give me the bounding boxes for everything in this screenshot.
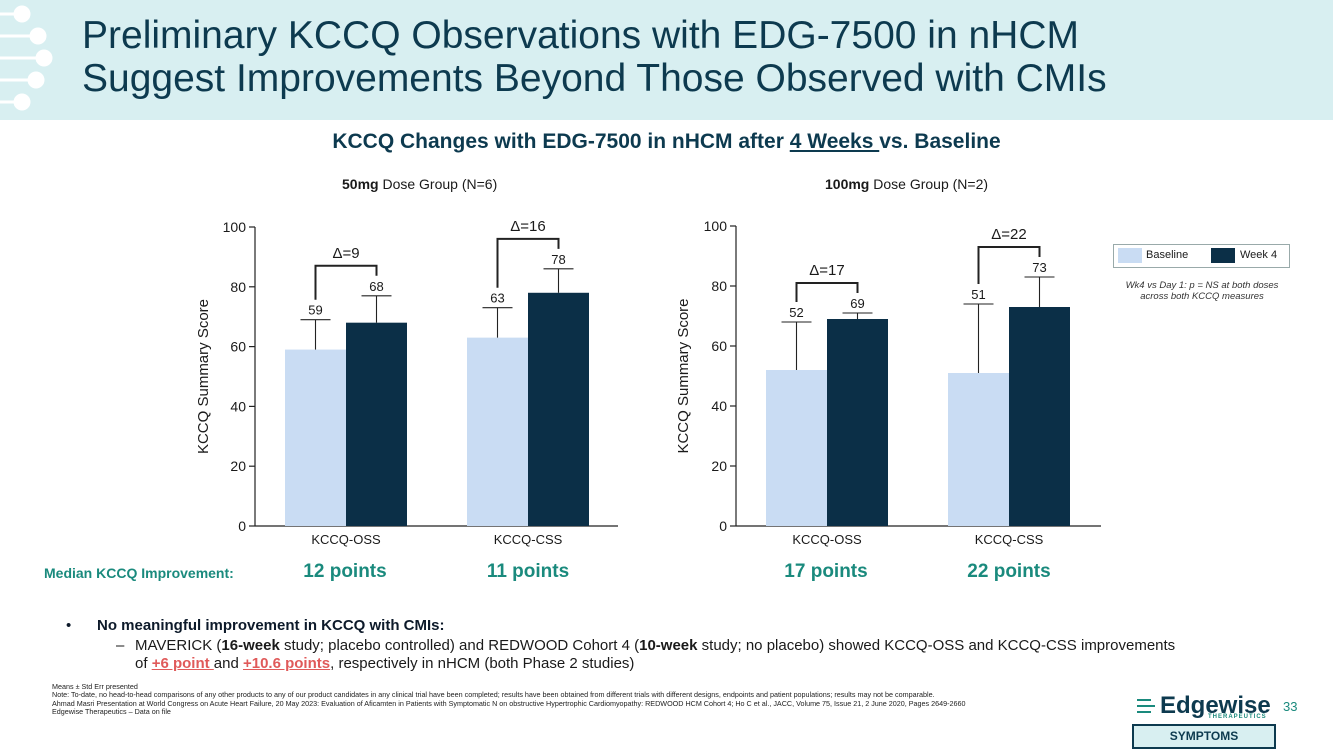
delta-label-50mg: Δ=9 [332,245,359,262]
highlight-css: +10.6 points [242,655,331,672]
footnote-3: Ahmad Masri Presentation at World Congre… [52,698,966,708]
bullet-main-text: No meaningful improvement in KCCQ with C… [97,617,445,634]
y-tick-label-50mg: 20 [230,458,246,474]
data-label-100mg: 73 [1032,260,1046,275]
y-tick-label-100mg: 40 [711,398,727,414]
bullet-dot: • [66,617,72,634]
highlight-oss: +6 point [151,655,214,672]
footnote-4: Edgewise Therapeutics – Data on file [52,706,171,716]
x-tick-label-50mg: KCCQ-OSS [311,532,381,547]
header-band: Preliminary KCCQ Observations with EDG-7… [0,0,1333,120]
data-label-50mg: 68 [369,279,383,294]
bullet-sub: – MAVERICK (16-week study; placebo contro… [66,637,1266,673]
data-label-100mg: 52 [789,305,803,320]
legend: Baseline Week 4 [1113,244,1290,268]
y-tick-label-50mg: 40 [230,398,246,414]
bullet-list: • No meaningful improvement in KCCQ with … [66,617,1266,673]
y-tick-label-50mg: 100 [223,219,247,235]
delta-bracket-50mg [496,237,560,288]
bar-50mg-KCCQ-OSS-week-4 [346,322,407,526]
legend-baseline-swatch [1118,248,1142,263]
subtitle-underlined: 4 Weeks [789,130,880,153]
footnote-1: Means ± Std Err presented [52,682,138,691]
y-axis-label-50mg: KCCQ Summary Score [195,299,212,454]
y-tick-label-100mg: 80 [711,278,727,294]
delta-bracket-50mg [314,264,378,300]
sub-text-e: study; no placebo) showed KCCQ-OSS and K… [135,637,1176,672]
bar-50mg-KCCQ-CSS-baseline [467,337,528,526]
bar-100mg-KCCQ-CSS-week-4 [1009,307,1070,526]
data-label-50mg: 78 [551,252,565,267]
sub-text-g: and [213,655,243,672]
dose-group-100mg-label: 100mg Dose Group (N=2) [825,176,988,192]
subtitle-pre: KCCQ Changes with EDG-7500 in nHCM after [332,130,790,153]
bullet-dash: – [116,637,125,654]
delta-bracket-100mg [795,282,859,302]
y-tick-label-100mg: 60 [711,338,727,354]
y-tick-label-50mg: 0 [238,518,246,534]
y-tick-label-100mg: 20 [711,458,727,474]
y-tick-label-50mg: 60 [230,339,246,355]
footnote-2: Note: To-date, no head-to-head compariso… [52,690,935,700]
data-label-100mg: 69 [850,296,864,311]
legend-week4-label: Week 4 [1240,249,1278,261]
sub-text-i: , respectively in nHCM (both Phase 2 stu… [330,655,635,672]
chart-subtitle: KCCQ Changes with EDG-7500 in nHCM after… [0,130,1333,154]
sub-text-b: 16-week [221,637,280,654]
bar-50mg-KCCQ-OSS-baseline [285,349,346,526]
dose-50mg-bold: 50mg [342,176,379,192]
title-line-2: Suggest Improvements Beyond Those Observ… [82,57,1107,100]
delta-label-100mg: Δ=17 [809,262,844,279]
bar-50mg-KCCQ-CSS-week-4 [528,292,589,526]
dose-100mg-rest: Dose Group (N=2) [869,176,989,192]
sub-text-c: study; placebo controlled) and REDWOOD C… [279,637,640,654]
delta-bracket-100mg [977,246,1041,284]
dose-100mg-bold: 100mg [825,176,870,192]
dose-group-50mg-label: 50mg Dose Group (N=6) [342,176,497,192]
data-label-50mg: 63 [490,291,504,306]
median-value-100mg-oss: 17 points [784,561,868,582]
bar-charts: 0 20 40 60 80 100 KCCQ Summary Score KCCQ-OSS 59… [195,218,1101,547]
y-tick-label-100mg: 0 [719,518,727,534]
median-value-50mg-css: 11 points [486,561,570,582]
circuit-decoration-icon [0,5,53,111]
delta-label-50mg: Δ=16 [510,218,545,235]
x-tick-label-100mg: KCCQ-OSS [792,532,862,547]
y-tick-label-100mg: 100 [704,218,728,234]
bullet-main: • No meaningful improvement in KCCQ with … [66,617,1266,634]
logo-mark-icon [1137,699,1155,713]
page-title: Preliminary KCCQ Observations with EDG-7… [82,14,1107,100]
legend-note: Wk4 vs Day 1: p = NS at both doses acros… [1125,280,1279,302]
delta-label-100mg: Δ=22 [991,226,1026,243]
x-tick-label-50mg: KCCQ-CSS [494,532,563,547]
page-number: 33 [1283,699,1298,714]
data-label-50mg: 59 [308,303,322,318]
y-tick-label-50mg: 80 [230,279,246,295]
footnotes: Means ± Std Err presented Note: To-date,… [52,682,1122,716]
symptoms-badge: SYMPTOMS [1132,724,1276,749]
y-axis-label-100mg: KCCQ Summary Score [675,298,692,453]
bar-100mg-KCCQ-OSS-baseline [766,370,827,526]
legend-week4-swatch [1211,248,1235,263]
data-label-100mg: 51 [971,287,985,302]
bar-100mg-KCCQ-CSS-baseline [948,373,1009,526]
median-value-50mg-oss: 12 points [303,561,387,582]
x-tick-label-100mg: KCCQ-CSS [975,532,1044,547]
median-improvement-label: Median KCCQ Improvement: [44,565,234,581]
dose-50mg-rest: Dose Group (N=6) [378,176,498,192]
edgewise-logo-sub: THERAPEUTICS [1208,714,1267,720]
sub-text-a: MAVERICK ( [135,637,222,654]
sub-text-d: 10-week [639,637,698,654]
legend-baseline-label: Baseline [1146,249,1189,261]
subtitle-post: vs. Baseline [879,130,1001,153]
bar-100mg-KCCQ-OSS-week-4 [827,319,888,526]
median-value-100mg-css: 22 points [967,561,1051,582]
edgewise-logo: Edgewise [1160,692,1271,719]
title-line-1: Preliminary KCCQ Observations with EDG-7… [82,14,1079,57]
